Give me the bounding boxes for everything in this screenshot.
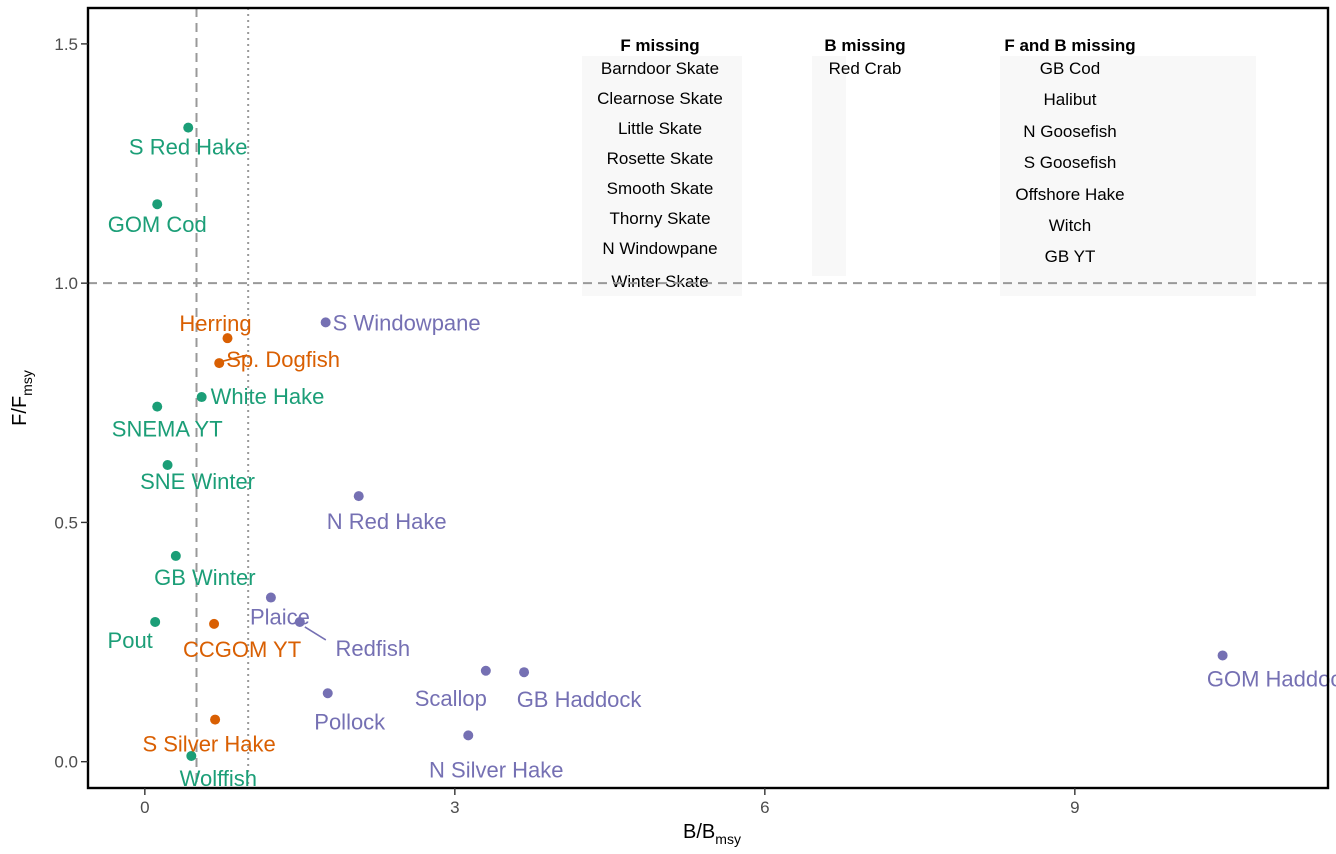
table-fb-missing-header: F and B missing: [1004, 36, 1135, 55]
y-tick-label: 0.5: [54, 513, 78, 532]
point-label-herring: Herring: [179, 311, 251, 336]
table-b-missing-header: B missing: [824, 36, 905, 55]
table-fb-missing-item: Witch: [1049, 216, 1092, 235]
leader-line-sp-dogfish: [223, 354, 248, 362]
axes: 0 3 6 9 0.0 0.5 1.0 1.5: [54, 35, 1079, 817]
table-f-missing-item: Thorny Skate: [609, 209, 710, 228]
missing-tables: F missing Barndoor Skate Clearnose Skate…: [582, 36, 1256, 296]
data-point-white-hake: [196, 392, 207, 403]
scatter-points: [150, 122, 1228, 761]
x-tick-label: 6: [760, 798, 769, 817]
data-point-s-silver-hake: [210, 714, 221, 725]
data-point-wolffish: [186, 750, 197, 761]
table-f-missing-item: Smooth Skate: [607, 179, 714, 198]
table-fb-missing: F and B missing GB Cod Halibut N Goosefi…: [1000, 36, 1256, 296]
table-f-missing-item: N Windowpane: [602, 239, 717, 258]
table-b-missing: B missing Red Crab: [812, 36, 906, 276]
x-tick-label: 0: [140, 798, 149, 817]
point-label-redfish: Redfish: [336, 636, 411, 661]
data-point-pollock: [322, 688, 333, 699]
point-label-white-hake: White Hake: [211, 384, 325, 409]
reference-lines: [88, 8, 1328, 788]
data-point-sne-winter: [162, 459, 173, 470]
point-label-sne-winter: SNE Winter: [140, 469, 255, 494]
data-point-n-silver-hake: [463, 730, 474, 741]
point-label-n-silver-hake: N Silver Hake: [429, 757, 563, 782]
data-point-gom-haddock: [1217, 650, 1228, 661]
table-fb-missing-item: GB YT: [1045, 247, 1096, 266]
point-label-ccgom-yt: CCGOM YT: [183, 637, 301, 662]
y-tick-label: 1.0: [54, 274, 78, 293]
table-fb-missing-item: S Goosefish: [1024, 153, 1117, 172]
table-b-missing-item: Red Crab: [829, 59, 902, 78]
data-point-gom-cod: [152, 199, 163, 210]
y-tick-label: 1.5: [54, 35, 78, 54]
point-label-n-red-hake: N Red Hake: [327, 509, 447, 534]
x-tick-label: 3: [450, 798, 459, 817]
data-point-redfish: [294, 616, 305, 627]
data-point-plaice: [265, 592, 276, 603]
point-label-pout: Pout: [108, 628, 153, 653]
table-fb-missing-item: GB Cod: [1040, 59, 1100, 78]
point-label-snema-yt: SNEMA YT: [112, 417, 223, 442]
table-f-missing: F missing Barndoor Skate Clearnose Skate…: [582, 36, 742, 296]
point-label-s-red-hake: S Red Hake: [129, 135, 248, 160]
data-point-gb-winter: [170, 550, 181, 561]
point-label-gb-winter: GB Winter: [154, 565, 255, 590]
table-b-missing-bg: [812, 56, 846, 276]
x-tick-label: 9: [1070, 798, 1079, 817]
point-label-plaice: Plaice: [250, 605, 310, 630]
leader-line-redfish: [304, 626, 327, 641]
data-point-sp-dogfish: [214, 358, 225, 369]
y-axis-title: F/Fmsy: [9, 370, 35, 426]
y-axis-title-main: F/F: [9, 396, 31, 426]
table-f-missing-item: Barndoor Skate: [601, 59, 719, 78]
table-fb-missing-item: Offshore Hake: [1015, 185, 1124, 204]
plot-border: [86, 6, 1330, 790]
data-point-gb-haddock: [519, 667, 530, 678]
table-f-missing-header: F missing: [620, 36, 699, 55]
y-tick-label: 0.0: [54, 753, 78, 772]
table-f-missing-item: Winter Skate: [611, 272, 708, 291]
data-point-snema-yt: [152, 401, 163, 412]
table-f-missing-item: Little Skate: [618, 119, 702, 138]
data-point-ccgom-yt: [209, 618, 220, 629]
point-label-sp-dogfish: Sp. Dogfish: [226, 347, 340, 372]
point-label-pollock: Pollock: [314, 709, 386, 734]
point-label-scallop: Scallop: [415, 686, 487, 711]
leader-lines: [223, 354, 327, 641]
point-labels: S Red Hake GOM Cod Herring S Windowpane Sp. …: [108, 135, 1336, 791]
y-axis-title-sub: msy: [19, 370, 35, 396]
table-fb-missing-item: Halibut: [1044, 90, 1097, 109]
table-f-missing-bg: [582, 56, 742, 296]
data-point-pout: [150, 616, 161, 627]
point-label-gb-haddock: GB Haddock: [517, 687, 643, 712]
data-point-scallop: [480, 665, 491, 676]
table-fb-missing-item: N Goosefish: [1023, 122, 1117, 141]
point-label-s-silver-hake: S Silver Hake: [142, 732, 275, 757]
point-label-gom-cod: GOM Cod: [108, 212, 207, 237]
point-label-wolffish: Wolffish: [180, 766, 257, 791]
data-point-s-windowpane: [320, 317, 331, 328]
point-label-s-windowpane: S Windowpane: [333, 310, 481, 335]
x-axis-title: B/Bmsy: [683, 821, 741, 847]
point-label-gom-haddock: GOM Haddock: [1207, 666, 1336, 691]
data-point-herring: [222, 333, 233, 344]
table-fb-missing-bg: [1000, 56, 1256, 296]
data-point-s-red-hake: [183, 122, 194, 133]
x-axis-title-sub: msy: [715, 831, 741, 847]
table-f-missing-item: Rosette Skate: [607, 149, 714, 168]
x-axis-title-main: B/B: [683, 821, 715, 843]
data-point-n-red-hake: [353, 491, 364, 502]
table-f-missing-item: Clearnose Skate: [597, 89, 723, 108]
